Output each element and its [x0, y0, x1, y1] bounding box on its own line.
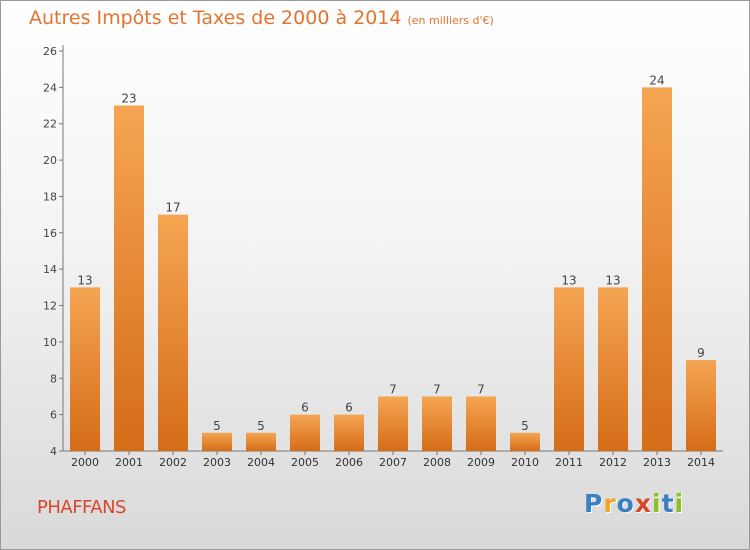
bar — [642, 87, 672, 451]
y-tick-label: 22 — [43, 118, 57, 131]
x-tick-label: 2000 — [71, 456, 99, 469]
data-label: 24 — [649, 73, 664, 87]
x-tick-label: 2009 — [467, 456, 495, 469]
x-tick-label: 2011 — [555, 456, 583, 469]
logo-letter: x — [634, 489, 652, 518]
y-tick-label: 16 — [43, 227, 57, 240]
chart-bars — [70, 87, 716, 451]
logo-letter: P — [584, 489, 604, 518]
x-tick-label: 2007 — [379, 456, 407, 469]
data-label: 9 — [697, 346, 705, 360]
data-label: 23 — [121, 92, 136, 106]
data-label: 17 — [165, 201, 180, 215]
logo-letter: o — [616, 489, 635, 518]
logo-letter: r — [603, 489, 617, 518]
chart-title: Autres Impôts et Taxes de 2000 à 2014 (en… — [29, 7, 494, 29]
x-tick-label: 2002 — [159, 456, 187, 469]
chart-title-main: Autres Impôts et Taxes de 2000 à 2014 — [29, 7, 402, 29]
x-tick-label: 2001 — [115, 456, 143, 469]
x-tick-label: 2013 — [643, 456, 671, 469]
bar — [290, 414, 320, 451]
x-tick-label: 2008 — [423, 456, 451, 469]
data-label: 6 — [345, 401, 353, 415]
data-label: 7 — [389, 382, 397, 396]
x-tick-label: 2006 — [335, 456, 363, 469]
y-tick-label: 18 — [43, 190, 57, 203]
logo-letter: i — [674, 489, 685, 518]
y-tick-label: 12 — [43, 300, 57, 313]
data-label: 13 — [561, 273, 576, 287]
x-tick-label: 2012 — [599, 456, 627, 469]
logo-letter: t — [661, 489, 675, 518]
proxiti-logo[interactable]: Proxiti — [584, 489, 684, 518]
y-tick-label: 6 — [50, 409, 57, 422]
data-label: 6 — [301, 401, 309, 415]
bar — [114, 105, 144, 451]
y-tick-label: 26 — [43, 45, 57, 58]
y-tick-label: 10 — [43, 336, 57, 349]
bar — [554, 287, 584, 451]
y-tick-label: 14 — [43, 263, 57, 276]
x-tick-label: 2003 — [203, 456, 231, 469]
x-tick-label: 2005 — [291, 456, 319, 469]
bar — [202, 432, 232, 451]
y-tick-label: 20 — [43, 154, 57, 167]
logo-letter: i — [652, 489, 662, 518]
bar — [422, 396, 452, 451]
y-tick-label: 24 — [43, 81, 57, 94]
bar — [246, 432, 276, 451]
x-tick-label: 2004 — [247, 456, 275, 469]
data-label: 7 — [477, 382, 485, 396]
bar — [70, 287, 100, 451]
chart-title-unit: (en milliers d'€) — [407, 14, 494, 27]
bar — [334, 414, 364, 451]
y-tick-label: 8 — [50, 372, 57, 385]
commune-name: PHAFFANS — [37, 497, 126, 518]
data-label: 7 — [433, 382, 441, 396]
bar — [598, 287, 628, 451]
chart-data-labels: 13 23 17 5 5 6 6 7 7 7 5 13 13 24 9 — [77, 73, 704, 432]
x-tick-label: 2010 — [511, 456, 539, 469]
bar — [686, 360, 716, 451]
data-label: 13 — [605, 273, 620, 287]
data-label: 5 — [521, 419, 529, 433]
bar — [158, 214, 188, 451]
data-label: 5 — [213, 419, 221, 433]
y-tick-label: 4 — [50, 445, 57, 458]
data-label: 13 — [77, 273, 92, 287]
x-tick-label: 2014 — [687, 456, 715, 469]
bar — [510, 432, 540, 451]
data-label: 5 — [257, 419, 265, 433]
bar — [466, 396, 496, 451]
bar — [378, 396, 408, 451]
